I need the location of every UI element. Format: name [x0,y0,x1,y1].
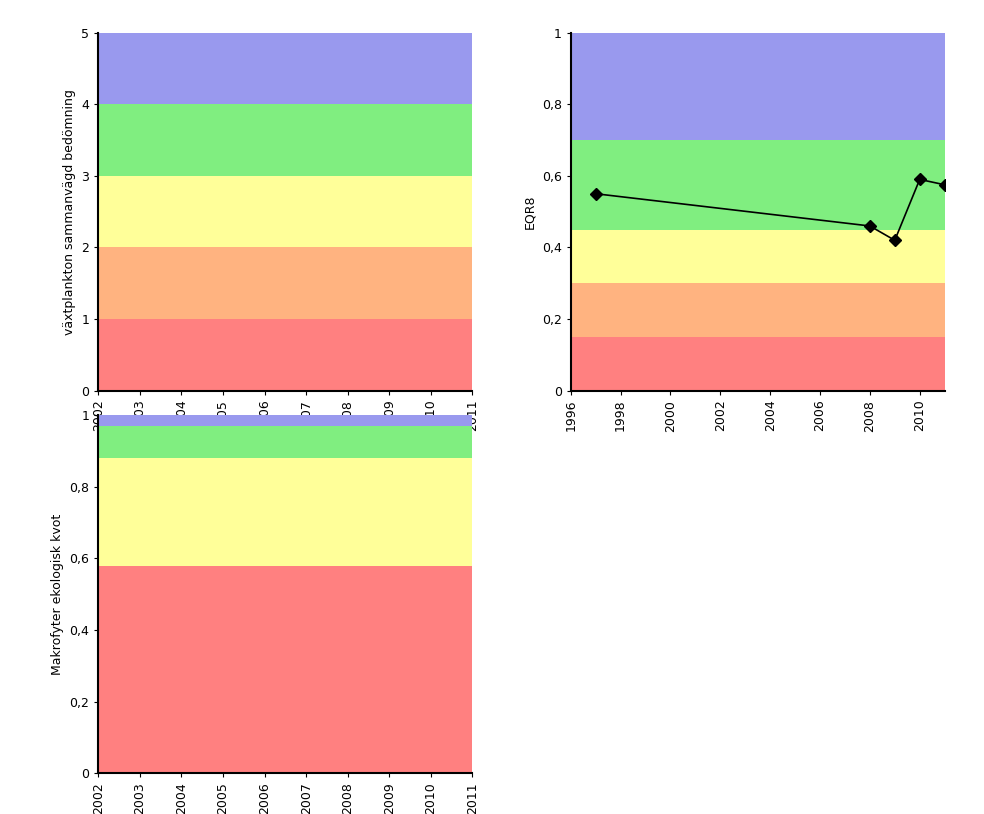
Bar [98,247,472,319]
Bar [98,458,472,566]
Bar [571,33,945,140]
Y-axis label: växtplankton sammanvägd bedömning: växtplankton sammanvägd bedömning [63,89,76,335]
Bar [98,176,472,247]
Y-axis label: EQR8: EQR8 [523,195,536,229]
Bar [571,230,945,283]
Bar [98,426,472,458]
Bar [98,104,472,176]
Bar [98,566,472,773]
Bar [571,337,945,391]
Bar [571,283,945,337]
Y-axis label: Makrofyter ekologisk kvot: Makrofyter ekologisk kvot [51,514,64,675]
Bar [98,33,472,104]
Bar [98,319,472,391]
Bar [571,140,945,230]
Bar [98,415,472,426]
